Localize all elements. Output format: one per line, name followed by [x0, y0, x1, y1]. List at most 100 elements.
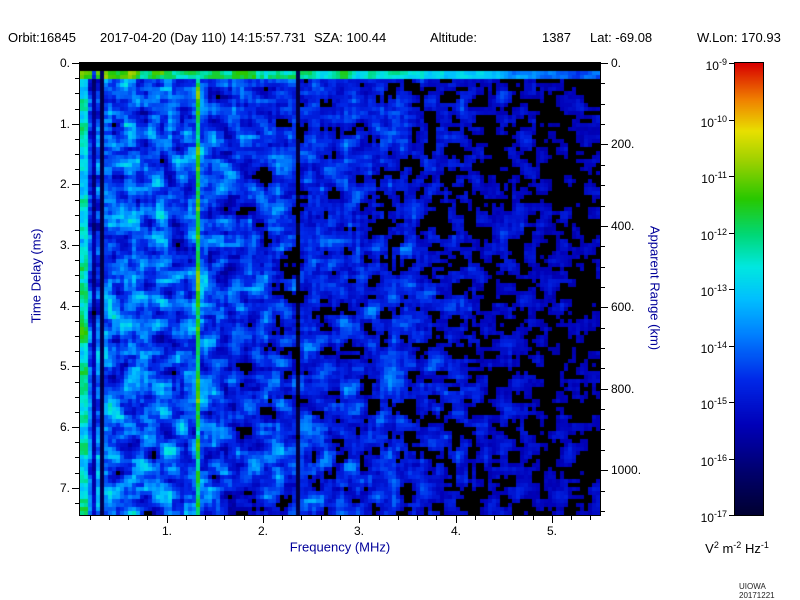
range-axis-minor-tick — [601, 450, 605, 451]
colorbar-tick-label: 10-12 — [682, 225, 727, 243]
y-axis-major-tick — [72, 488, 79, 489]
x-axis-minor-tick — [436, 516, 437, 520]
unit-hz-exp: -1 — [760, 539, 769, 550]
y-axis-major-tick — [72, 63, 79, 64]
colorbar-tick — [729, 233, 734, 234]
y-axis-tick-label: 2. — [59, 177, 70, 191]
range-axis-tick-label: 0. — [611, 56, 622, 70]
y-axis-tick-label: 4. — [59, 299, 70, 313]
x-axis-title: Frequency (MHz) — [289, 539, 391, 555]
range-axis-major-tick — [601, 63, 608, 64]
x-axis-tick-label: 1. — [161, 524, 172, 538]
x-axis-tick-label: 4. — [450, 524, 461, 538]
y-axis-minor-tick — [75, 275, 79, 276]
range-axis-minor-tick — [601, 267, 605, 268]
unit-m: m — [722, 541, 734, 557]
range-axis-tick-label: 600. — [611, 300, 635, 314]
x-axis-minor-tick — [533, 516, 534, 520]
x-axis-minor-tick — [244, 516, 245, 520]
range-axis-major-tick — [601, 470, 608, 471]
y-axis-minor-tick — [75, 200, 79, 201]
latitude-value: Lat: -69.08 — [590, 30, 653, 45]
range-axis-tick-label: 1000. — [611, 463, 642, 477]
colorbar-tick-exponent: -15 — [713, 396, 727, 406]
colorbar-tick — [729, 459, 734, 460]
x-axis-minor-tick — [571, 516, 572, 520]
x-axis-major-tick — [456, 516, 457, 523]
colorbar-tick — [729, 402, 734, 403]
colorbar-tick-exponent: -9 — [718, 57, 727, 67]
range-axis-major-tick — [601, 144, 608, 145]
colorbar-frame — [734, 62, 764, 516]
y-axis-minor-tick — [75, 503, 79, 504]
y-axis-minor-tick — [75, 154, 79, 155]
unit-v: V — [705, 541, 714, 557]
colorbar-tick-base: 10 — [700, 116, 714, 130]
colorbar-tick-base: 10 — [705, 59, 719, 73]
range-axis-minor-tick — [601, 429, 605, 430]
x-axis-minor-tick — [513, 516, 514, 520]
range-axis-minor-tick — [601, 409, 605, 410]
y-axis-minor-tick — [75, 169, 79, 170]
range-axis-minor-tick — [601, 165, 605, 166]
y-axis-major-tick — [72, 184, 79, 185]
west-longitude-value: W.Lon: 170.93 — [697, 30, 781, 45]
y-axis-minor-tick — [75, 336, 79, 337]
colorbar-tick-base: 10 — [700, 342, 714, 356]
x-axis-minor-tick — [90, 516, 91, 520]
y-axis-minor-tick — [75, 291, 79, 292]
colorbar-tick-label: 10-13 — [682, 281, 727, 299]
y-axis-major-tick — [72, 245, 79, 246]
x-axis-minor-tick — [109, 516, 110, 520]
y-axis-tick-label: 1. — [59, 117, 70, 131]
colorbar-unit-label: V2 m-2 Hz-1 — [705, 540, 769, 556]
y-axis-minor-tick — [75, 321, 79, 322]
range-axis-minor-tick — [601, 124, 605, 125]
range-axis-minor-tick — [601, 246, 605, 247]
x-axis-minor-tick — [147, 516, 148, 520]
colorbar-tick-label: 10-16 — [682, 451, 727, 469]
x-axis-minor-tick — [398, 516, 399, 520]
y-axis-minor-tick — [75, 457, 79, 458]
range-axis-minor-tick — [601, 511, 605, 512]
y-axis-minor-tick — [75, 412, 79, 413]
colorbar-tick — [729, 289, 734, 290]
unit-v-exp: 2 — [713, 539, 719, 550]
y-axis-title-right: Apparent Range (km) — [647, 225, 663, 351]
y-axis-major-tick — [72, 427, 79, 428]
range-axis-tick-label: 200. — [611, 137, 635, 151]
range-axis-minor-tick — [601, 348, 605, 349]
range-axis-minor-tick — [601, 83, 605, 84]
colorbar-tick — [729, 176, 734, 177]
x-axis-minor-tick — [379, 516, 380, 520]
colorbar-tick-label: 10-15 — [682, 394, 727, 412]
range-axis-minor-tick — [601, 368, 605, 369]
y-axis-minor-tick — [75, 351, 79, 352]
spectrogram-canvas — [80, 63, 600, 515]
range-axis-major-tick — [601, 226, 608, 227]
y-axis-minor-tick — [75, 78, 79, 79]
y-axis-tick-label: 5. — [59, 359, 70, 373]
y-axis-tick-label: 6. — [59, 420, 70, 434]
colorbar-tick-label: 10-11 — [682, 168, 727, 186]
colorbar-tick-base: 10 — [700, 511, 714, 525]
x-axis-tick-label: 2. — [257, 524, 268, 538]
x-axis-minor-tick — [282, 516, 283, 520]
colorbar-tick-exponent: -11 — [714, 170, 727, 180]
y-axis-minor-tick — [75, 230, 79, 231]
colorbar-tick — [729, 63, 734, 64]
range-axis-minor-tick — [601, 491, 605, 492]
x-axis-tick-label: 3. — [353, 524, 364, 538]
unit-hz: Hz — [744, 541, 761, 557]
colorbar-tick-exponent: -10 — [713, 114, 727, 124]
range-axis-minor-tick — [601, 206, 605, 207]
y-axis-minor-tick — [75, 139, 79, 140]
y-axis-tick-label: 0. — [59, 56, 70, 70]
colorbar-tick-exponent: -16 — [713, 453, 727, 463]
range-axis-tick-label: 800. — [611, 382, 635, 396]
range-axis-minor-tick — [601, 104, 605, 105]
y-axis-tick-label: 7. — [59, 481, 70, 495]
unit-m-exp: -2 — [733, 539, 742, 550]
x-axis-minor-tick — [590, 516, 591, 520]
